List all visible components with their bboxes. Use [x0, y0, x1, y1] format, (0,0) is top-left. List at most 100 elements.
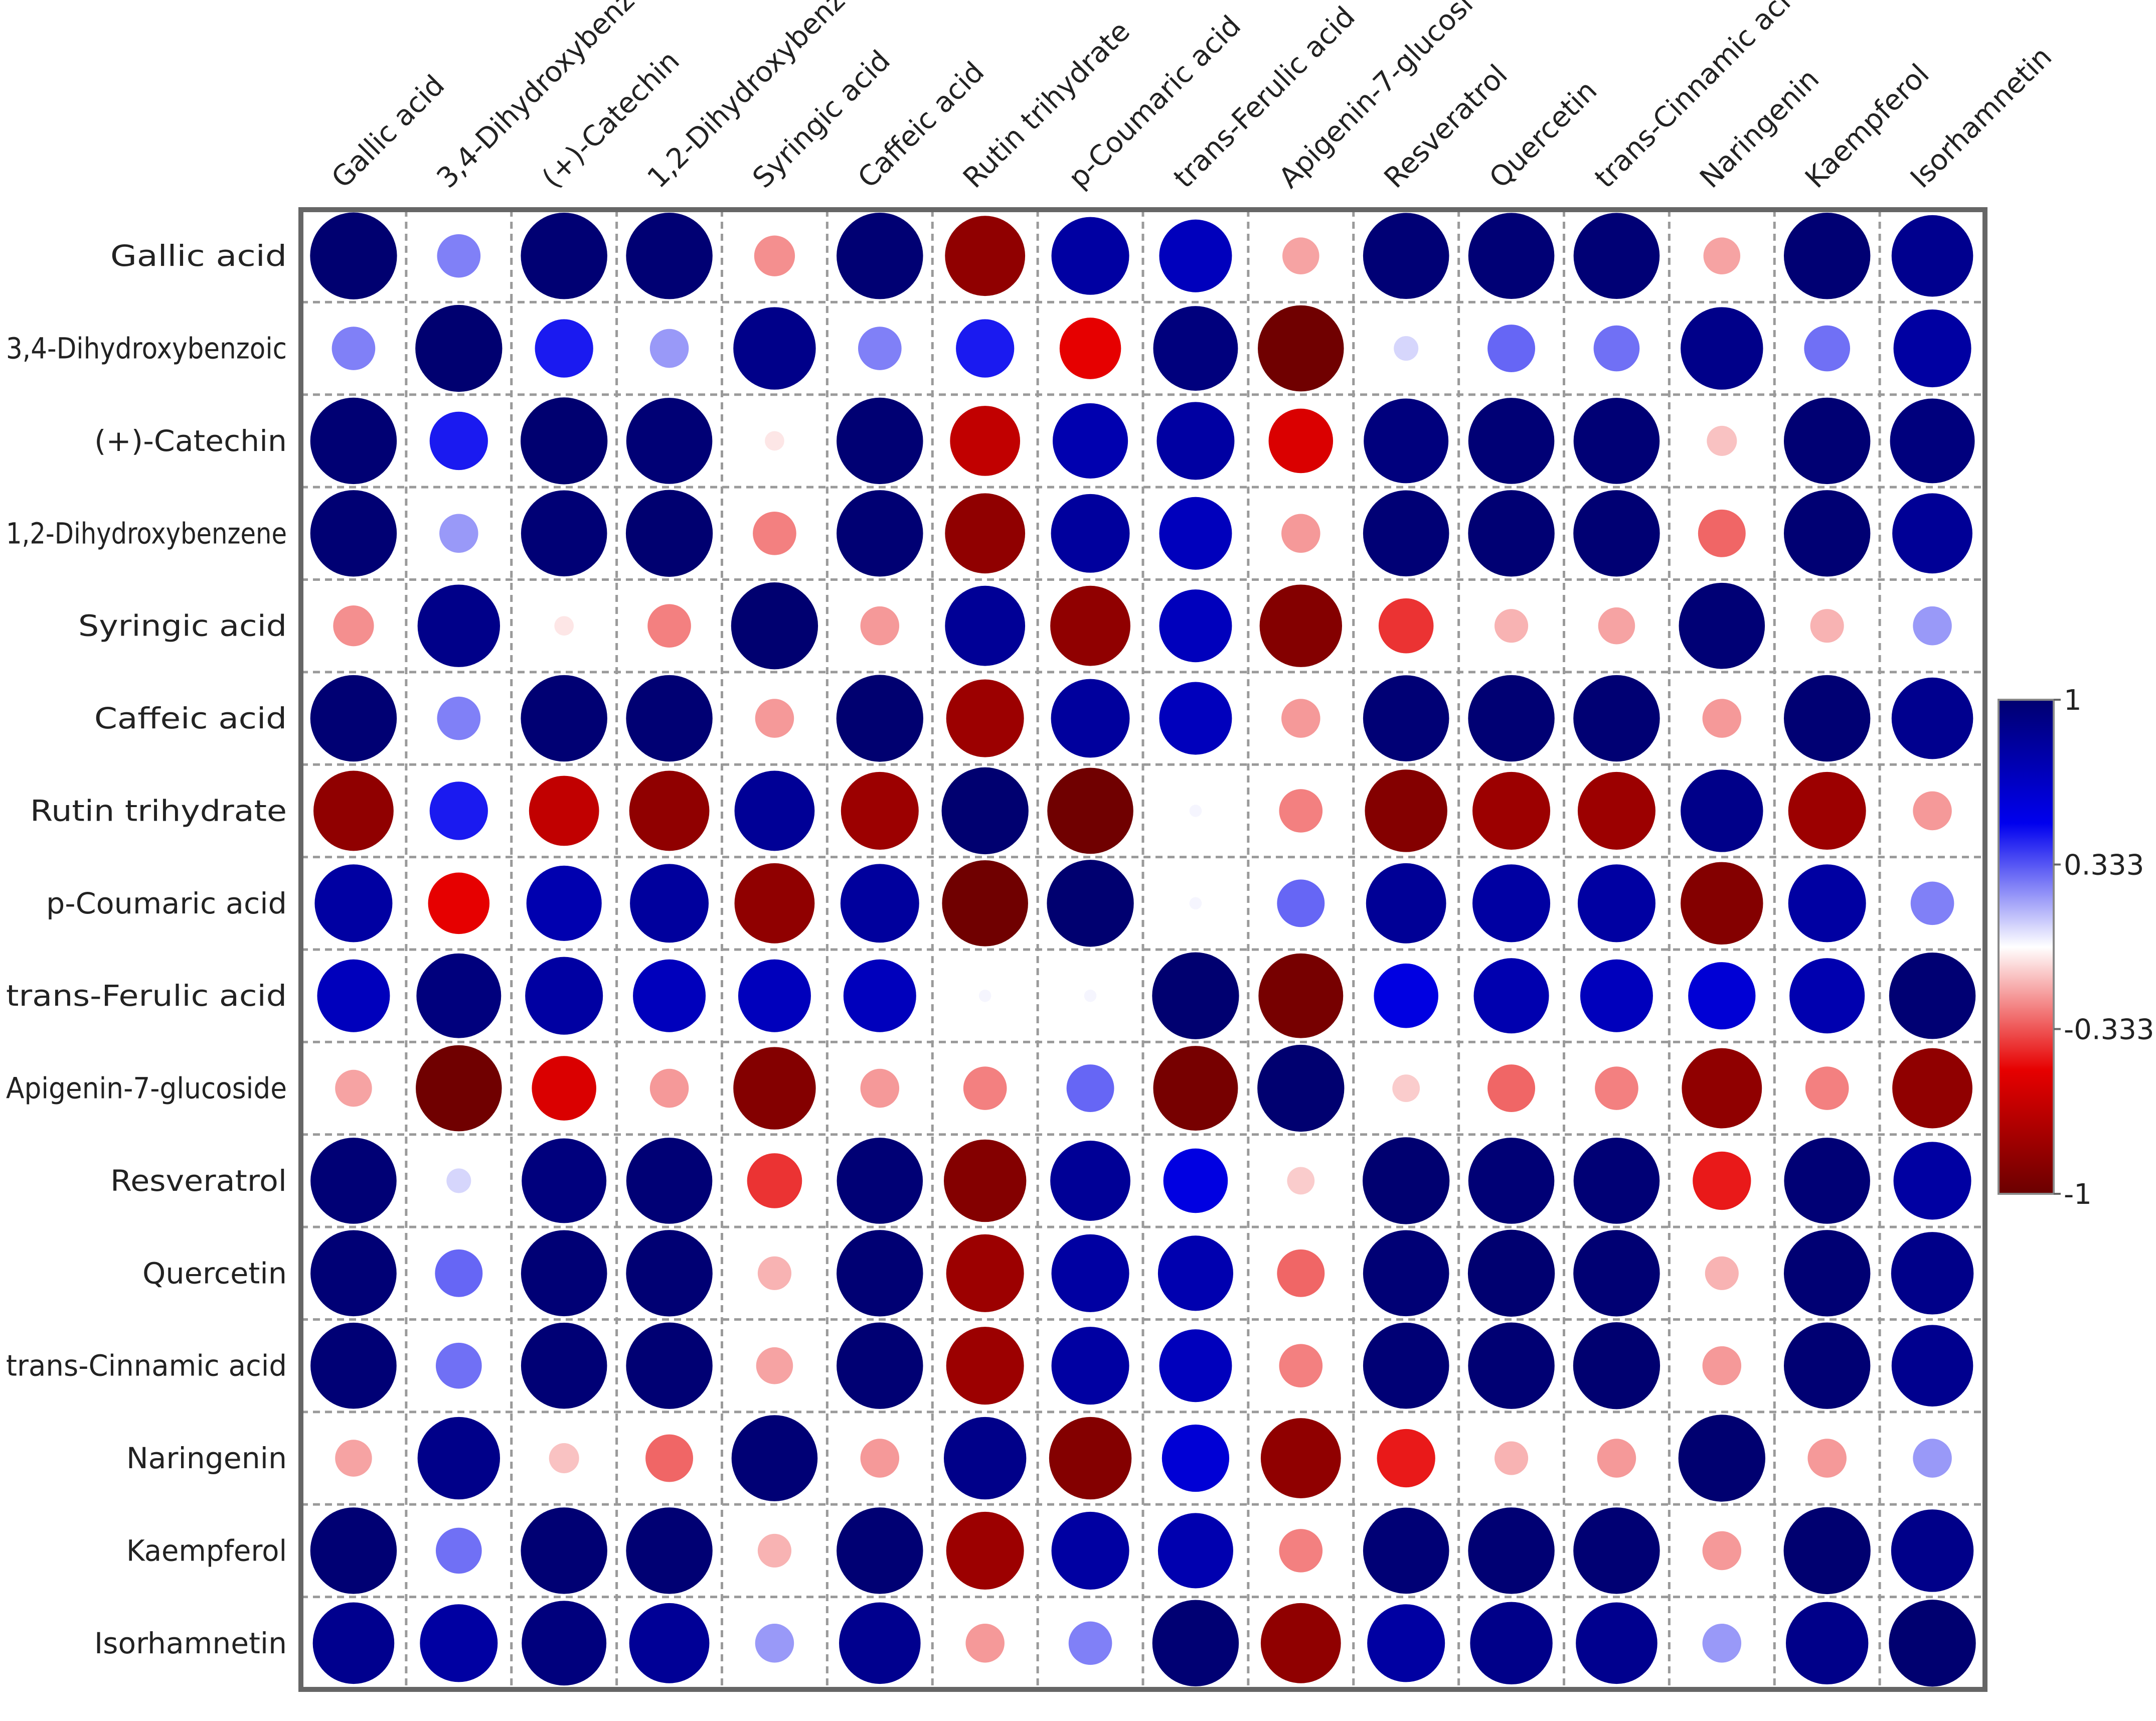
corr-circle-syringic-acid-x-1-2-dihydroxybenze	[647, 604, 691, 648]
corr-circle-1-2-dihydroxybenzene-x-naringenin	[1698, 509, 1746, 557]
corr-circle-rutin-trihydrate-x-caffeic-acid	[841, 771, 919, 850]
corr-circle-kaempferol-x-catechin	[521, 1507, 607, 1594]
corr-circle-catechin-x-trans-ferulic-acid	[1156, 402, 1235, 480]
corr-circle-naringenin-x-naringenin	[1678, 1415, 1765, 1502]
corr-circle-trans-cinnamic-acid-x-p-coumaric-acid	[1051, 1327, 1129, 1405]
corr-circle-gallic-acid-x-resveratrol	[1363, 213, 1449, 299]
corr-circle-trans-ferulic-acid-x-naringenin	[1688, 962, 1756, 1030]
corr-circle-syringic-acid-x-gallic-acid	[333, 605, 374, 647]
corr-circle-3-4-dihydroxybenzoic-x-trans-ferulic-acid	[1153, 306, 1238, 391]
corr-circle-catechin-x-caffeic-acid	[837, 397, 923, 485]
corr-circle-catechin-x-p-coumaric-acid	[1053, 403, 1128, 479]
corr-circle-gallic-acid-x-trans-ferulic-acid	[1159, 219, 1232, 292]
corr-circle-kaempferol-x-trans-ferulic-acid	[1157, 1513, 1233, 1589]
corr-circle-syringic-acid-x-resveratrol	[1378, 598, 1434, 654]
corr-circle-rutin-trihydrate-x-resveratrol	[1365, 769, 1447, 852]
corr-circle-isorhamnetin-x-quercetin	[1470, 1602, 1553, 1685]
corr-circle-kaempferol-x-3-4-dihydroxybenzo	[435, 1527, 482, 1574]
corr-circle-gallic-acid-x-caffeic-acid	[837, 212, 923, 299]
corr-circle-trans-cinnamic-acid-x-naringenin	[1702, 1346, 1742, 1385]
corr-circle-catechin-x-3-4-dihydroxybenzo	[429, 411, 488, 471]
corr-circle-caffeic-acid-x-1-2-dihydroxybenze	[626, 675, 713, 762]
corr-circle-caffeic-acid-x-resveratrol	[1363, 675, 1449, 761]
corr-circle-3-4-dihydroxybenzoic-x-1-2-dihydroxybenze	[649, 329, 689, 368]
corr-circle-resveratrol-x-apigenin-7-glucosi	[1287, 1167, 1315, 1195]
corr-circle-trans-ferulic-acid-x-gallic-acid	[317, 959, 390, 1032]
row-label-3-4-dihydroxybenzoic: 3,4-Dihydroxybenzoic	[6, 332, 287, 366]
corr-circle-rutin-trihydrate-x-p-coumaric-acid	[1047, 767, 1133, 854]
corr-circle-kaempferol-x-rutin-trihydrate	[946, 1511, 1024, 1590]
row-label-resveratrol: Resveratrol	[110, 1164, 287, 1198]
corr-circle-gallic-acid-x-3-4-dihydroxybenzo	[437, 234, 481, 278]
corr-circle-gallic-acid-x-quercetin	[1468, 213, 1555, 299]
corr-circle-resveratrol-x-3-4-dihydroxybenzo	[446, 1168, 471, 1193]
corr-circle-apigenin-7-glucoside-x-resveratrol	[1392, 1074, 1420, 1102]
corr-circle-caffeic-acid-x-syringic-acid	[755, 699, 794, 738]
corr-circle-1-2-dihydroxybenzene-x-kaempferol	[1783, 490, 1871, 577]
corr-circle-1-2-dihydroxybenzene-x-apigenin-7-glucosi	[1281, 514, 1320, 553]
matrix-grid	[301, 210, 1985, 1689]
corr-circle-resveratrol-x-kaempferol	[1784, 1138, 1870, 1224]
corr-circle-quercetin-x-p-coumaric-acid	[1051, 1234, 1129, 1312]
corr-circle-trans-cinnamic-acid-x-caffeic-acid	[837, 1322, 923, 1409]
corr-circle-1-2-dihydroxybenzene-x-trans-cinnamic-aci	[1573, 490, 1660, 577]
corr-circle-catechin-x-catechin	[521, 397, 608, 485]
corr-circle-p-coumaric-acid-x-kaempferol	[1788, 864, 1866, 943]
corr-circle-rutin-trihydrate-x-trans-ferulic-acid	[1189, 805, 1202, 817]
colorbar-rect	[1998, 699, 2055, 1195]
matrix-frame	[298, 207, 1987, 1692]
corr-circle-syringic-acid-x-p-coumaric-acid	[1050, 585, 1130, 666]
corr-circle-3-4-dihydroxybenzoic-x-isorhamnetin	[1893, 309, 1971, 388]
corr-circle-caffeic-acid-x-catechin	[521, 675, 607, 762]
corr-circle-trans-cinnamic-acid-x-quercetin	[1468, 1322, 1555, 1409]
corr-circle-quercetin-x-caffeic-acid	[837, 1230, 923, 1317]
corr-circle-p-coumaric-acid-x-p-coumaric-acid	[1047, 860, 1134, 947]
corr-circle-3-4-dihydroxybenzoic-x-gallic-acid	[331, 327, 376, 370]
corr-circle-caffeic-acid-x-gallic-acid	[310, 675, 397, 762]
corr-circle-trans-cinnamic-acid-x-kaempferol	[1783, 1322, 1871, 1409]
corr-circle-resveratrol-x-isorhamnetin	[1893, 1142, 1971, 1220]
corr-circle-trans-cinnamic-acid-x-resveratrol	[1363, 1322, 1449, 1409]
corr-circle-apigenin-7-glucoside-x-gallic-acid	[335, 1069, 372, 1107]
corr-circle-quercetin-x-trans-ferulic-acid	[1157, 1235, 1233, 1311]
corr-circle-trans-ferulic-acid-x-isorhamnetin	[1889, 952, 1976, 1039]
corr-circle-apigenin-7-glucoside-x-1-2-dihydroxybenze	[649, 1068, 689, 1108]
corr-circle-kaempferol-x-syringic-acid	[757, 1533, 791, 1568]
corr-circle-isorhamnetin-x-apigenin-7-glucosi	[1260, 1603, 1341, 1683]
corr-circle-rutin-trihydrate-x-syringic-acid	[734, 770, 815, 851]
corr-circle-naringenin-x-trans-cinnamic-aci	[1597, 1439, 1636, 1478]
corr-circle-3-4-dihydroxybenzoic-x-apigenin-7-glucosi	[1258, 305, 1344, 392]
corr-circle-trans-ferulic-acid-x-p-coumaric-acid	[1084, 989, 1097, 1002]
row-label-trans-ferulic-acid: trans-Ferulic acid	[6, 979, 287, 1013]
row-label-caffeic-acid: Caffeic acid	[94, 701, 287, 735]
row-label-rutin-trihydrate: Rutin trihydrate	[30, 794, 287, 828]
corr-circle-rutin-trihydrate-x-1-2-dihydroxybenze	[629, 770, 710, 851]
corr-circle-isorhamnetin-x-trans-cinnamic-aci	[1576, 1602, 1657, 1684]
colorbar-tick-label: -1	[2064, 1178, 2092, 1211]
corr-circle-trans-cinnamic-acid-x-3-4-dihydroxybenzo	[435, 1342, 482, 1389]
corr-circle-caffeic-acid-x-isorhamnetin	[1891, 677, 1973, 759]
corr-circle-syringic-acid-x-rutin-trihydrate	[945, 585, 1026, 666]
corr-circle-caffeic-acid-x-kaempferol	[1783, 675, 1871, 762]
corr-circle-trans-cinnamic-acid-x-rutin-trihydrate	[946, 1327, 1024, 1405]
corr-circle-gallic-acid-x-isorhamnetin	[1891, 215, 1973, 297]
corr-circle-catechin-x-1-2-dihydroxybenze	[626, 398, 713, 484]
corr-circle-gallic-acid-x-kaempferol	[1783, 212, 1871, 299]
corr-circle-p-coumaric-acid-x-apigenin-7-glucosi	[1277, 879, 1325, 927]
row-labels: Gallic acid 3,4-Dihydroxybenzoic (+)-Catec…	[6, 239, 287, 1660]
corr-circle-gallic-acid-x-syringic-acid	[754, 235, 795, 276]
corr-circle-trans-ferulic-acid-x-catechin	[525, 957, 603, 1035]
corr-circle-quercetin-x-1-2-dihydroxybenze	[626, 1230, 713, 1317]
corr-circle-gallic-acid-x-naringenin	[1703, 237, 1741, 274]
corr-circle-rutin-trihydrate-x-trans-cinnamic-aci	[1577, 771, 1655, 850]
corr-circle-trans-ferulic-acid-x-trans-ferulic-acid	[1152, 952, 1239, 1039]
corr-circle-rutin-trihydrate-x-rutin-trihydrate	[941, 767, 1029, 855]
corr-circle-resveratrol-x-1-2-dihydroxybenze	[626, 1138, 713, 1224]
corr-circle-isorhamnetin-x-naringenin	[1702, 1624, 1742, 1663]
corr-circle-resveratrol-x-catechin	[522, 1138, 607, 1223]
corr-circle-trans-ferulic-acid-x-apigenin-7-glucosi	[1258, 953, 1344, 1038]
corr-circle-gallic-acid-x-gallic-acid	[310, 212, 397, 299]
corr-circle-1-2-dihydroxybenzene-x-resveratrol	[1363, 490, 1449, 577]
corr-circle-p-coumaric-acid-x-syringic-acid	[734, 863, 815, 944]
corr-circle-naringenin-x-caffeic-acid	[860, 1439, 900, 1478]
